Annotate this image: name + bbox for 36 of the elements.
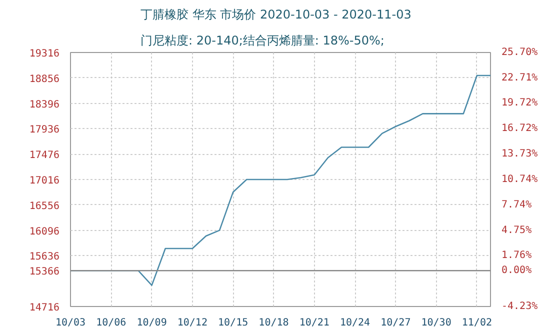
y2-tick-label: 10.74%	[502, 174, 538, 185]
x-tick-label: 11/02	[462, 318, 492, 328]
y2-tick-label: 4.75%	[502, 224, 532, 236]
y2-tick-label: 13.73%	[502, 148, 538, 160]
x-tick-label: 10/15	[218, 318, 248, 328]
line-series	[70, 74, 490, 286]
y-tick-label: 18856	[29, 74, 60, 85]
y-tick-label: 16556	[29, 200, 60, 212]
y-tick-label: 15366	[29, 266, 60, 278]
y2-tick-label: 1.76%	[502, 250, 532, 262]
chart-subtitle: 门尼粘度: 20-140;结合丙烯腈量: 18%-50%;	[140, 34, 384, 48]
y-tick-label: 17016	[29, 176, 60, 186]
y-tick-label: 15636	[29, 252, 60, 263]
x-tick-label: 10/24	[340, 318, 370, 328]
y2-tick-label: -4.23%	[502, 301, 538, 312]
y2-tick-label: 16.72%	[502, 123, 538, 134]
y-tick-label: 17936	[29, 124, 60, 136]
x-tick-label: 10/18	[258, 318, 289, 328]
y2-tick-label: 22.71%	[502, 72, 538, 84]
y-tick-label: 17476	[29, 150, 60, 162]
y-tick-label: 16096	[29, 226, 60, 238]
chart-title: 丁腈橡胶 华东 市场价 2020-10-03 - 2020-11-03	[140, 8, 412, 22]
y-tick-label: 19316	[29, 48, 60, 60]
x-tick-label: 10/27	[380, 318, 411, 328]
y2-tick-label: 7.74%	[502, 199, 532, 210]
x-tick-label: 10/06	[96, 318, 126, 328]
y2-tick-label: 19.72%	[502, 98, 538, 109]
y2-tick-label: 25.70%	[502, 47, 538, 58]
y-tick-label: 18396	[29, 99, 60, 110]
x-tick-label: 10/21	[299, 318, 330, 328]
y-tick-label: 14716	[29, 302, 60, 314]
x-tick-label: 10/30	[421, 318, 452, 328]
x-tick-label: 10/12	[177, 318, 208, 328]
x-tick-label: 10/09	[136, 318, 167, 328]
x-tick-label: 10/03	[55, 318, 86, 328]
y2-tick-label: 0.00%	[502, 265, 532, 276]
